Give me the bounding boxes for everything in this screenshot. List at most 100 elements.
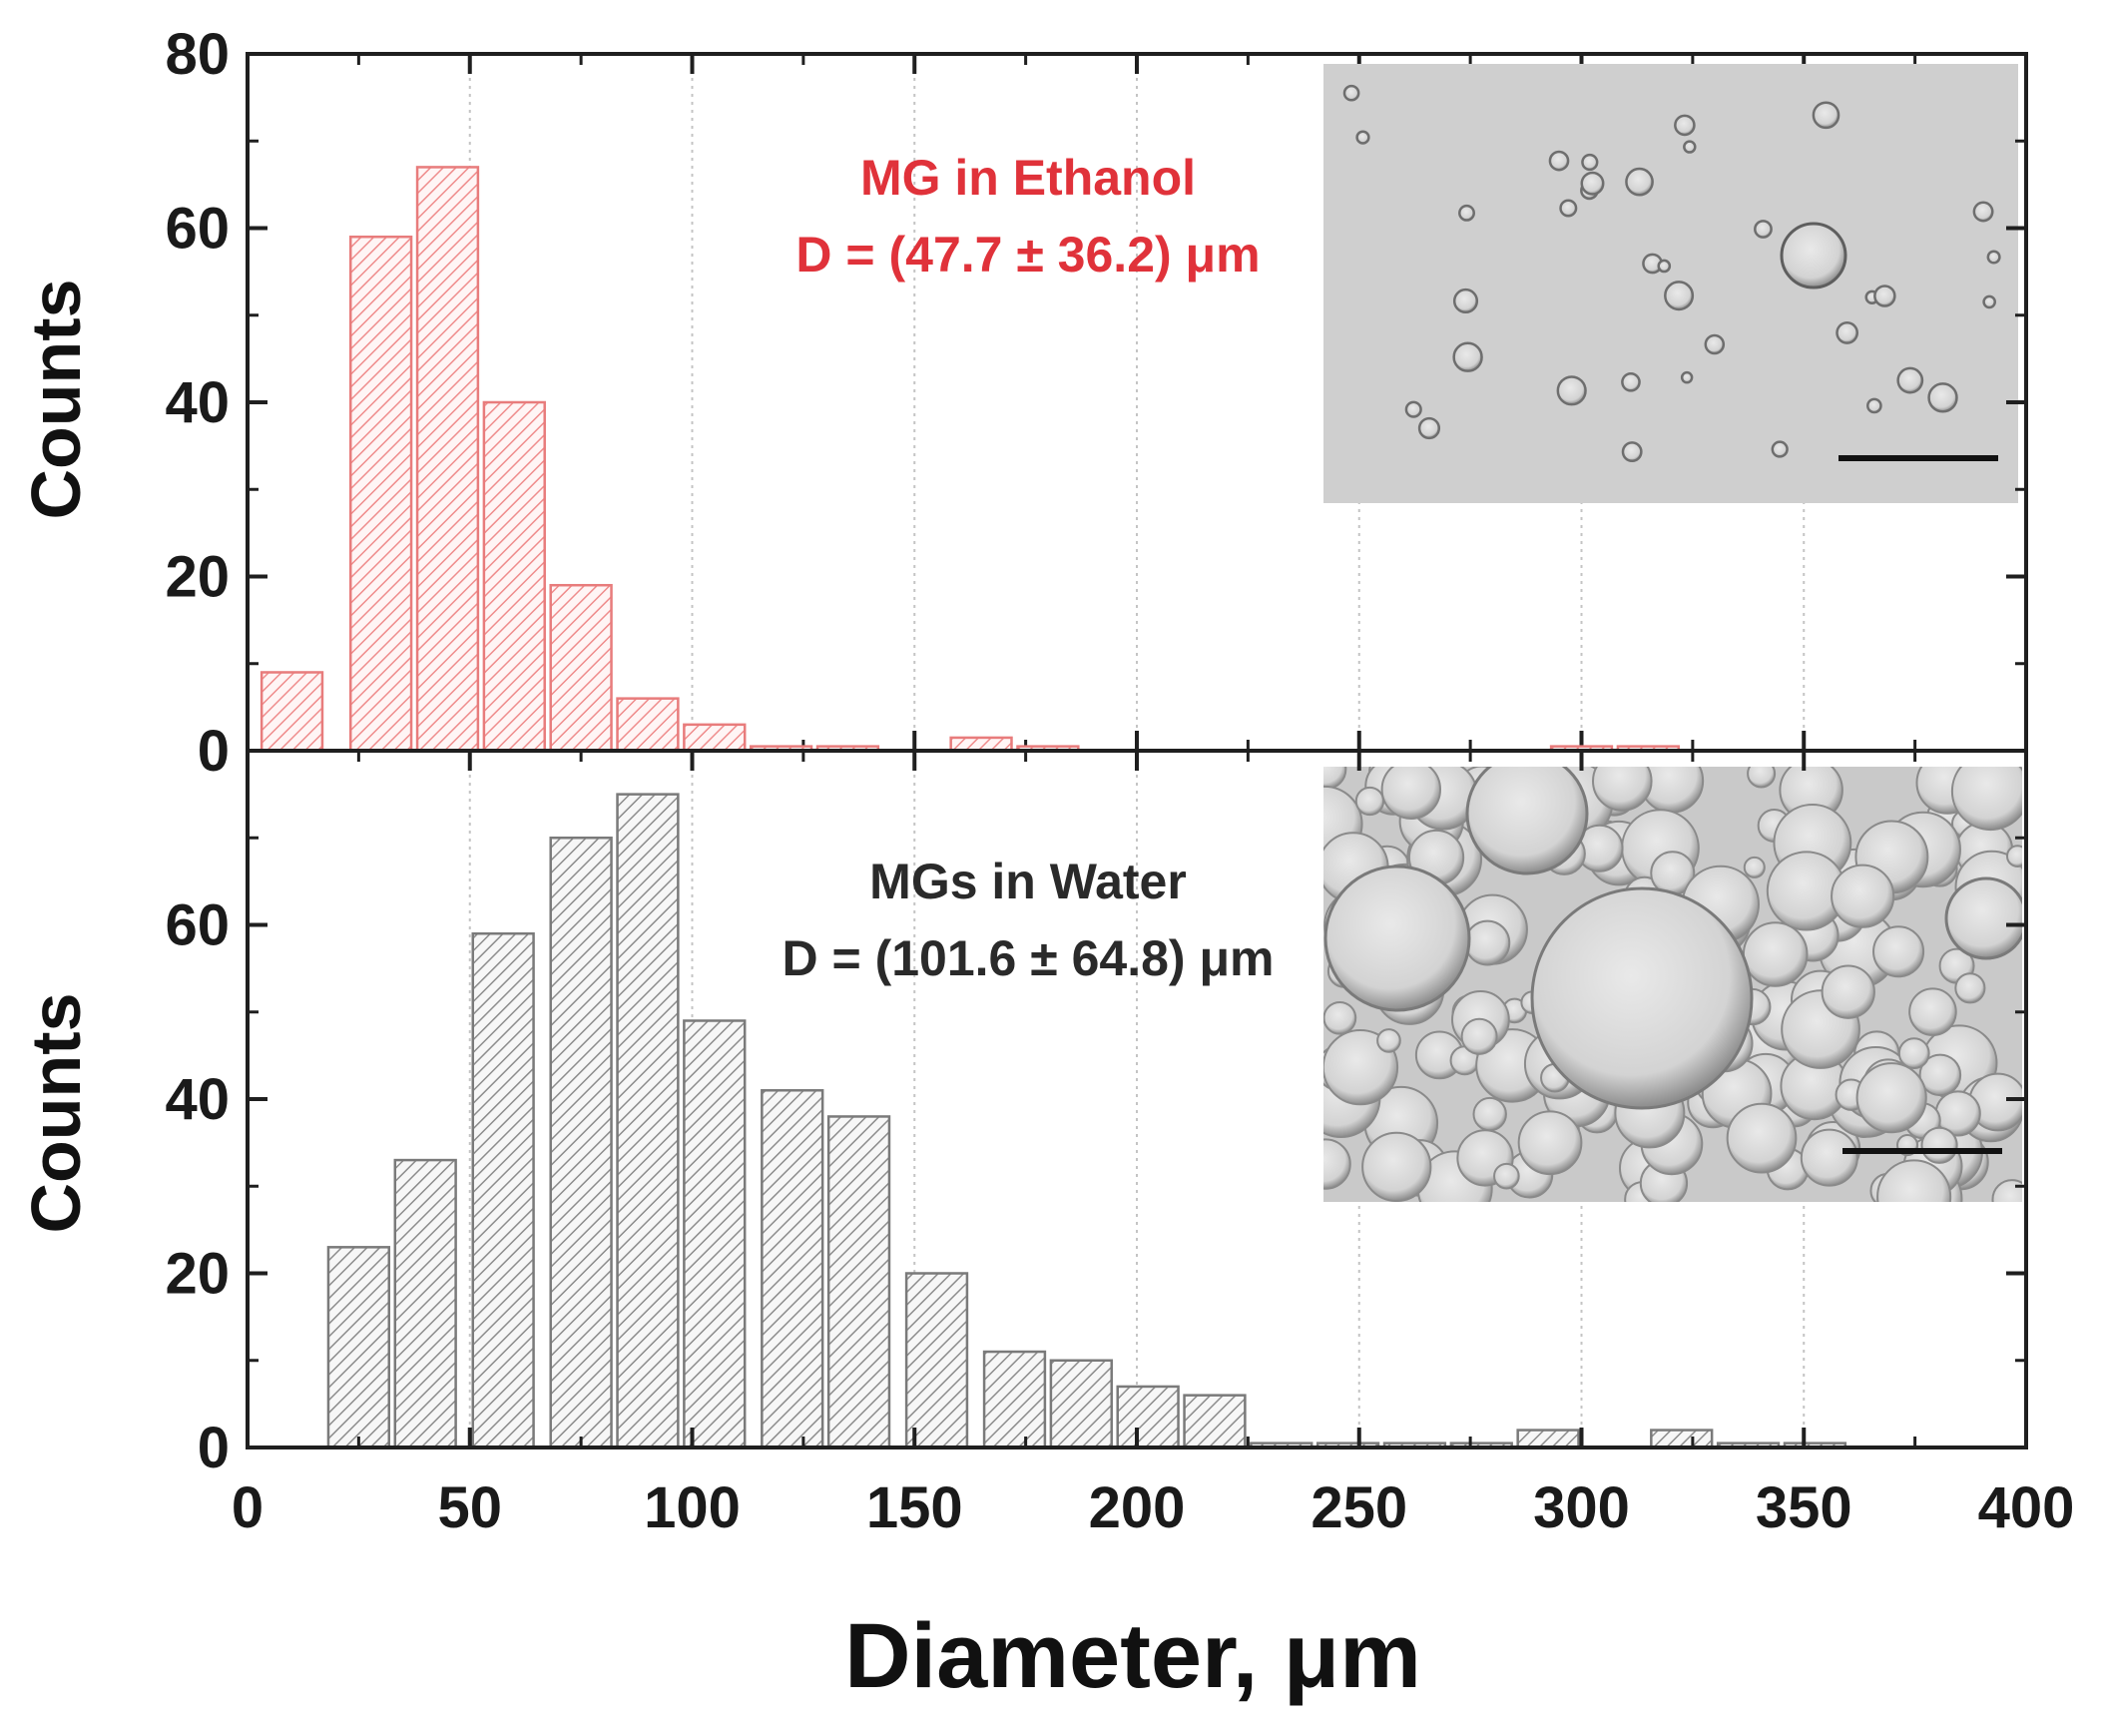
droplet xyxy=(1621,371,1641,392)
droplet xyxy=(1872,925,1925,978)
droplet xyxy=(1982,294,1996,309)
bar xyxy=(482,400,546,753)
bar xyxy=(1049,1359,1113,1449)
y-tick-label: 0 xyxy=(198,719,230,784)
droplet xyxy=(1657,259,1672,274)
y-ticks-top: 0 20 40 60 80 xyxy=(165,22,2026,784)
droplet xyxy=(1836,321,1859,344)
droplet xyxy=(1726,1102,1798,1174)
bar xyxy=(549,583,613,753)
y-tick-label: 20 xyxy=(165,545,230,610)
droplet xyxy=(1855,1062,1927,1134)
droplet xyxy=(1683,140,1697,154)
annotation-water-label: MGs in Water xyxy=(869,854,1187,909)
y-tick-label: 40 xyxy=(165,1067,230,1132)
y-tick-label: 80 xyxy=(165,22,230,87)
droplet xyxy=(1592,767,1653,812)
droplet xyxy=(1355,130,1370,145)
droplet xyxy=(1464,919,1511,966)
droplet xyxy=(1581,153,1599,172)
annotation-water-diameter: D = (101.6 ± 64.8) μm xyxy=(783,930,1275,986)
droplet xyxy=(1323,1028,1399,1106)
droplet xyxy=(1927,382,1958,413)
plot-frame-bottom xyxy=(246,749,2028,1449)
bar xyxy=(348,235,413,753)
droplet xyxy=(1559,199,1578,218)
y-tick-label: 20 xyxy=(165,1242,230,1307)
droplet xyxy=(1742,921,1809,987)
bar xyxy=(904,1272,969,1449)
bar xyxy=(616,793,680,1449)
bar xyxy=(549,837,613,1449)
x-axis-title: Diameter, μm xyxy=(844,1605,1421,1707)
bar xyxy=(326,1246,391,1449)
bar xyxy=(1650,1429,1714,1449)
bar xyxy=(982,1350,1047,1449)
droplet xyxy=(1556,375,1587,406)
droplet xyxy=(1417,416,1441,440)
x-ticks: 0 50 100 150 200 250 300 350 400 xyxy=(232,751,2075,1540)
droplet xyxy=(1376,1028,1401,1053)
droplet xyxy=(1472,1096,1507,1132)
droplet xyxy=(1704,333,1726,355)
inset-micrograph-water xyxy=(1323,767,2022,1202)
droplet xyxy=(1323,865,1471,1012)
droplet xyxy=(2005,845,2022,868)
droplet xyxy=(1754,220,1773,239)
x-tick-label: 250 xyxy=(1311,1475,1407,1540)
droplet xyxy=(1747,767,1777,789)
y-tick-label: 40 xyxy=(165,370,230,435)
droplet xyxy=(1920,1126,1958,1164)
x-tick-label: 400 xyxy=(1978,1475,2075,1540)
droplet xyxy=(1780,222,1847,289)
droplet xyxy=(1548,150,1570,172)
droplet xyxy=(1954,972,1986,1004)
droplet xyxy=(1530,886,1754,1110)
bar xyxy=(616,697,680,753)
x-tick-label: 100 xyxy=(644,1475,741,1540)
droplet xyxy=(1625,167,1654,197)
annotation-ethanol-label: MG in Ethanol xyxy=(860,150,1196,206)
annotation-ethanol-diameter: D = (47.7 ± 36.2) μm xyxy=(795,227,1260,283)
droplet xyxy=(1323,1138,1351,1190)
x-tick-label: 200 xyxy=(1089,1475,1186,1540)
droplet xyxy=(1380,767,1441,820)
droplet xyxy=(1821,964,1875,1019)
droplet xyxy=(1404,400,1422,418)
droplet xyxy=(1908,987,1957,1036)
x-tick-label: 350 xyxy=(1756,1475,1852,1540)
bar xyxy=(1183,1394,1247,1449)
bar xyxy=(683,723,747,753)
y-tick-label: 60 xyxy=(165,893,230,958)
y-axis-title-top: Counts xyxy=(17,279,95,519)
droplet xyxy=(1680,370,1694,384)
bar xyxy=(1516,1429,1580,1449)
droplet xyxy=(1465,767,1589,875)
bar xyxy=(826,1115,891,1449)
droplet xyxy=(1944,876,2022,960)
droplet xyxy=(1493,1162,1520,1190)
y-tick-label: 60 xyxy=(165,197,230,262)
bar xyxy=(471,931,535,1449)
droplet xyxy=(1361,1131,1432,1202)
droplet xyxy=(1452,288,1479,314)
bar xyxy=(683,1019,747,1449)
bar xyxy=(260,671,324,753)
panel-top: MG in Ethanol D = (47.7 ± 36.2) μm 0 20 40… xyxy=(17,22,2028,784)
droplet xyxy=(1800,1128,1858,1187)
bar xyxy=(415,166,480,753)
droplet xyxy=(1873,285,1896,307)
panel-bottom: MGs in Water D = (101.6 ± 64.8) μm 0 20 40… xyxy=(17,751,2075,1707)
droplet xyxy=(1991,1179,2022,1202)
droplet xyxy=(1452,341,1483,372)
droplet xyxy=(1950,767,2022,832)
droplet xyxy=(1517,1110,1583,1176)
droplet xyxy=(1897,1037,1930,1070)
droplet xyxy=(1354,786,1385,817)
inset-micrograph-ethanol xyxy=(1323,64,2018,503)
bars-bottom xyxy=(326,793,1847,1449)
droplet xyxy=(1866,397,1882,414)
y-axis-title-bottom: Counts xyxy=(17,992,95,1233)
droplet xyxy=(1876,1159,1952,1202)
